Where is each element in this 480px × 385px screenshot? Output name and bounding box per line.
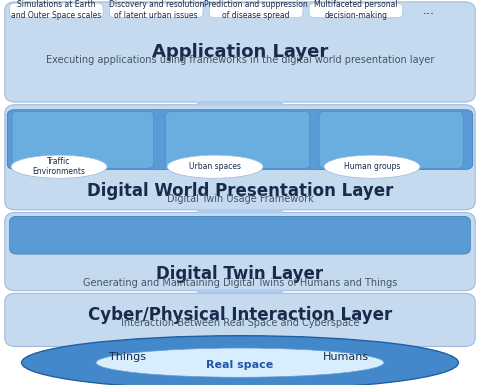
FancyBboxPatch shape	[319, 111, 463, 168]
FancyBboxPatch shape	[10, 216, 470, 254]
FancyBboxPatch shape	[12, 111, 154, 168]
Text: Simulations at Earth
and Outer Space scales: Simulations at Earth and Outer Space sca…	[11, 0, 102, 20]
FancyBboxPatch shape	[197, 101, 283, 105]
FancyBboxPatch shape	[209, 3, 303, 18]
Text: Things: Things	[108, 352, 146, 362]
Text: Digital Twin Usage Framework: Digital Twin Usage Framework	[167, 194, 313, 204]
FancyBboxPatch shape	[197, 209, 283, 213]
Text: Interaction Between Real Space and Cyberspace: Interaction Between Real Space and Cyber…	[121, 318, 359, 328]
Text: Executing applications using frameworks in the digital world presentation layer: Executing applications using frameworks …	[46, 55, 434, 65]
Text: ...: ...	[422, 4, 435, 17]
FancyBboxPatch shape	[5, 105, 475, 210]
FancyBboxPatch shape	[109, 3, 203, 18]
Text: Multifaceted personal
decision-making: Multifaceted personal decision-making	[314, 0, 398, 20]
FancyBboxPatch shape	[7, 110, 473, 169]
Text: Human groups: Human groups	[344, 162, 400, 171]
Text: Prediction and suppression
of disease spread: Prediction and suppression of disease sp…	[204, 0, 308, 20]
Text: Application Layer: Application Layer	[152, 43, 328, 61]
FancyBboxPatch shape	[5, 213, 475, 291]
FancyBboxPatch shape	[166, 111, 310, 168]
FancyBboxPatch shape	[197, 290, 283, 293]
Ellipse shape	[167, 155, 263, 178]
FancyBboxPatch shape	[309, 3, 403, 18]
FancyBboxPatch shape	[10, 3, 103, 18]
Text: Humans: Humans	[323, 352, 369, 362]
Text: Generating and Maintaining Digital Twins of Humans and Things: Generating and Maintaining Digital Twins…	[83, 278, 397, 288]
FancyBboxPatch shape	[5, 293, 475, 346]
Ellipse shape	[11, 155, 107, 178]
Ellipse shape	[96, 348, 384, 377]
Text: Digital World Presentation Layer: Digital World Presentation Layer	[87, 182, 393, 200]
Ellipse shape	[22, 336, 458, 385]
Ellipse shape	[324, 155, 420, 178]
Text: Cyber/Physical Interaction Layer: Cyber/Physical Interaction Layer	[88, 306, 392, 323]
FancyBboxPatch shape	[5, 2, 475, 102]
Text: Digital Twin Layer: Digital Twin Layer	[156, 265, 324, 283]
Text: Real space: Real space	[206, 360, 274, 370]
Text: Discovery and resolution
of latent urban issues: Discovery and resolution of latent urban…	[108, 0, 204, 20]
Text: Urban spaces: Urban spaces	[189, 162, 241, 171]
Text: Traffic
Environments: Traffic Environments	[33, 157, 85, 176]
